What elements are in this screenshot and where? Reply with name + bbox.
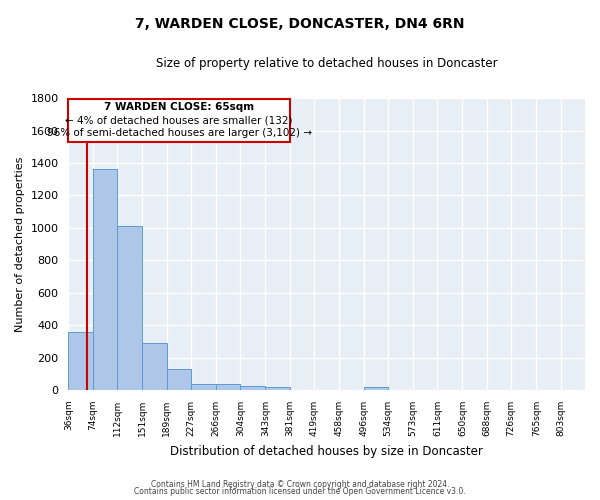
- FancyBboxPatch shape: [68, 99, 290, 142]
- Bar: [191, 384, 216, 390]
- X-axis label: Distribution of detached houses by size in Doncaster: Distribution of detached houses by size …: [170, 444, 483, 458]
- Bar: [265, 387, 290, 390]
- Bar: [167, 369, 191, 390]
- Title: Size of property relative to detached houses in Doncaster: Size of property relative to detached ho…: [156, 58, 497, 70]
- Bar: [364, 387, 388, 390]
- Bar: [142, 343, 167, 390]
- Bar: [68, 332, 93, 390]
- Y-axis label: Number of detached properties: Number of detached properties: [15, 156, 25, 332]
- Text: 7, WARDEN CLOSE, DONCASTER, DN4 6RN: 7, WARDEN CLOSE, DONCASTER, DN4 6RN: [135, 18, 465, 32]
- Bar: [117, 226, 142, 390]
- Bar: [93, 170, 117, 390]
- Text: 7 WARDEN CLOSE: 65sqm: 7 WARDEN CLOSE: 65sqm: [104, 102, 254, 112]
- Text: ← 4% of detached houses are smaller (132): ← 4% of detached houses are smaller (132…: [65, 116, 293, 126]
- Bar: [241, 386, 265, 390]
- Text: Contains HM Land Registry data © Crown copyright and database right 2024.: Contains HM Land Registry data © Crown c…: [151, 480, 449, 489]
- Bar: [216, 384, 241, 390]
- Text: Contains public sector information licensed under the Open Government Licence v3: Contains public sector information licen…: [134, 488, 466, 496]
- Text: 96% of semi-detached houses are larger (3,102) →: 96% of semi-detached houses are larger (…: [47, 128, 311, 138]
